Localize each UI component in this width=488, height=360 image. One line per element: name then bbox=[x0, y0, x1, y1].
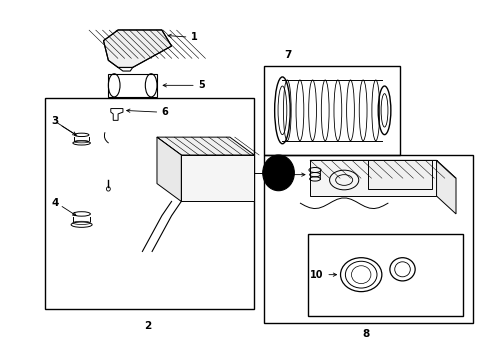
Polygon shape bbox=[181, 155, 254, 202]
Ellipse shape bbox=[262, 155, 294, 191]
Polygon shape bbox=[157, 137, 254, 155]
Text: 2: 2 bbox=[143, 321, 151, 332]
Text: 8: 8 bbox=[362, 329, 369, 339]
Text: 10: 10 bbox=[309, 270, 323, 280]
Text: 5: 5 bbox=[198, 80, 204, 90]
Polygon shape bbox=[309, 160, 436, 196]
Text: 7: 7 bbox=[284, 50, 291, 60]
Text: 4: 4 bbox=[51, 198, 59, 208]
Polygon shape bbox=[368, 160, 431, 189]
Text: 1: 1 bbox=[191, 32, 197, 42]
Polygon shape bbox=[157, 137, 181, 202]
Text: 9: 9 bbox=[279, 170, 286, 180]
Text: 6: 6 bbox=[162, 107, 168, 117]
Polygon shape bbox=[103, 30, 171, 67]
Polygon shape bbox=[436, 160, 455, 214]
Polygon shape bbox=[309, 160, 455, 178]
Text: 3: 3 bbox=[51, 116, 59, 126]
